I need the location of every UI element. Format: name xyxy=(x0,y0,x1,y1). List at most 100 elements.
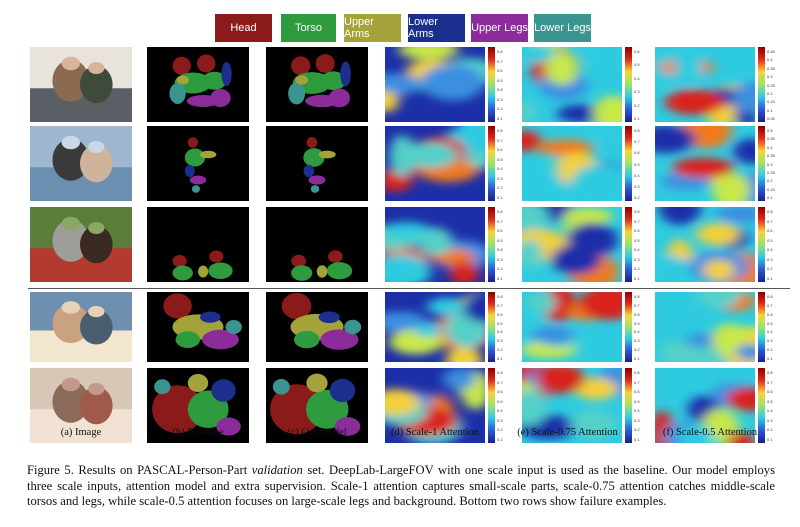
colorbar-tick: 0.3 xyxy=(767,74,773,80)
results-grid: 0.8 0.7 0.6 0.5 0.4 0.3 0.2 0.1 0.6 0.5 0.4 0.3 0.2 0… xyxy=(30,47,775,443)
colorbar-tick: 0.5 xyxy=(497,156,503,162)
colorbar-tick: 0.1 xyxy=(634,437,640,442)
column-label-our-model: (c) Our model xyxy=(287,427,347,438)
colorbar-tick: 0.45 xyxy=(767,49,775,54)
colorbar-tick: 0.4 xyxy=(767,247,773,253)
colorbar-tick: 0.6 xyxy=(634,228,640,234)
scale075-attention-graphic-1 xyxy=(522,47,622,122)
baseline-row-5 xyxy=(147,368,249,443)
colorbar-tick: 0.1 xyxy=(767,356,773,361)
colorbar-tick: 0.4 xyxy=(497,166,503,172)
colorbar-tick: 0.2 xyxy=(634,195,640,200)
scale05-attention-graphic-3 xyxy=(655,207,755,282)
colorbar-tick: 0.6 xyxy=(497,228,503,234)
baseline-graphic-5 xyxy=(147,368,249,443)
legend-lower-arms: Lower Arms xyxy=(408,14,465,42)
colorbar-tick: 0.2 xyxy=(767,266,773,272)
our-model-row-3 xyxy=(266,207,368,282)
scale05-attention-graphic-1 xyxy=(655,47,755,122)
image-graphic-2 xyxy=(30,126,132,201)
colorbar-scale1-attention-row-1 xyxy=(488,47,495,122)
colorbar-tick: 0.8 xyxy=(634,128,640,133)
our-model-graphic-1 xyxy=(266,47,368,122)
scale075-attention-row-1 xyxy=(522,47,622,122)
column-label-scale05: (f) Scale-0.5 Attention xyxy=(662,427,758,438)
baseline-graphic-1 xyxy=(147,47,249,122)
scale1-attention-graphic-5 xyxy=(385,368,485,443)
colorbar-tick: 0.8 xyxy=(634,209,640,214)
colorbar-tick: 0.2 xyxy=(634,347,640,353)
colorbar-tick: 0.5 xyxy=(634,320,640,326)
our-model-row-5 xyxy=(266,368,368,443)
figure-caption: Figure 5. Results on PASCAL-Person-Part … xyxy=(27,463,775,510)
colorbar-tick: 0.8 xyxy=(767,294,773,299)
colorbar-tick: 0.3 xyxy=(634,417,640,423)
caption-text-2: set. DeepLab-LargeFOV with one scale inp… xyxy=(27,463,775,508)
image-row-2 xyxy=(30,126,132,201)
scale075-attention-graphic-4 xyxy=(522,292,622,362)
scale05-attention-graphic-4 xyxy=(655,292,755,362)
colorbar-tick: 0.8 xyxy=(497,209,503,214)
colorbar-scale1-attention-row-3 xyxy=(488,207,495,282)
colorbar-tick: 0.4 xyxy=(634,75,640,81)
colorbar-tick: 0.3 xyxy=(767,256,773,262)
colorbar-tick: 0.3 xyxy=(497,256,503,262)
baseline-graphic-2 xyxy=(147,126,249,201)
colorbar-tick: 0.5 xyxy=(497,237,503,243)
legend-head: Head xyxy=(215,14,272,42)
colorbar-tick: 0.4 xyxy=(767,144,773,150)
legend-upper-arms-label: Upper Arms xyxy=(344,16,374,40)
legend-torso: Torso xyxy=(281,14,336,42)
colorbar-tick: 0.7 xyxy=(497,302,503,308)
legend-upper-legs: Upper Legs xyxy=(471,14,528,42)
colorbar-tick: 0.2 xyxy=(767,90,773,96)
scale1-attention-row-4 xyxy=(385,292,485,362)
colorbar-tick: 0.8 xyxy=(497,294,503,299)
colorbar-tick: 0.1 xyxy=(497,195,503,200)
colorbar-tick: 0.3 xyxy=(767,338,773,344)
colorbar-tick: 0.4 xyxy=(497,247,503,253)
colorbar-tick: 0.5 xyxy=(497,398,503,404)
legend-upper-legs-label: Upper Legs xyxy=(471,22,528,34)
scale075-attention-graphic-2 xyxy=(522,126,622,201)
colorbar-tick: 0.3 xyxy=(497,96,503,102)
scale05-attention-row-5 xyxy=(655,368,755,443)
scale075-attention-row-3 xyxy=(522,207,622,282)
our-model-graphic-4 xyxy=(266,292,368,362)
colorbar-tick: 0.3 xyxy=(767,161,773,167)
colorbar-tick: 0.8 xyxy=(634,294,640,299)
scale05-attention-graphic-5 xyxy=(655,368,755,443)
colorbar-tick: 0.1 xyxy=(497,276,503,281)
colorbar-scale075-attention-row-2 xyxy=(625,126,632,201)
scale05-attention-graphic-2 xyxy=(655,126,755,201)
colorbar-tick: 0.05 xyxy=(767,116,775,121)
image-graphic-1 xyxy=(30,47,132,122)
caption-italic: validation xyxy=(251,463,303,477)
legend-lower-arms-label: Lower Arms xyxy=(408,16,438,40)
colorbar-scale05-attention-row-1 xyxy=(758,47,765,122)
colorbar-tick: 0.35 xyxy=(767,65,775,71)
scale1-attention-graphic-1 xyxy=(385,47,485,122)
scale1-attention-row-1 xyxy=(385,47,485,122)
colorbar-tick: 0.1 xyxy=(634,116,640,121)
colorbar-tick: 0.4 xyxy=(767,57,773,63)
colorbar-tick: 0.8 xyxy=(497,49,503,54)
colorbar-tick: 0.6 xyxy=(634,150,640,156)
legend-head-label: Head xyxy=(230,22,257,34)
colorbar-tick: 0.25 xyxy=(767,169,775,175)
image-row-1 xyxy=(30,47,132,122)
colorbar-tick: 0.35 xyxy=(767,153,775,159)
baseline-row-1 xyxy=(147,47,249,122)
colorbar-tick: 0.8 xyxy=(634,370,640,375)
colorbar-tick: 0.2 xyxy=(767,178,773,184)
colorbar-tick: 0.6 xyxy=(634,389,640,395)
colorbar-tick: 0.6 xyxy=(497,311,503,317)
colorbar-tick: 0.8 xyxy=(497,128,503,133)
colorbar-scale1-attention-row-4 xyxy=(488,292,495,362)
colorbar-tick: 0.1 xyxy=(497,437,503,442)
colorbar-tick: 0.6 xyxy=(497,68,503,74)
scale05-attention-row-1 xyxy=(655,47,755,122)
colorbar-tick: 0.25 xyxy=(767,82,775,88)
column-label-scale075: (e) Scale-0.75 Attention xyxy=(517,427,618,438)
colorbar-scale1-attention-row-5 xyxy=(488,368,495,443)
